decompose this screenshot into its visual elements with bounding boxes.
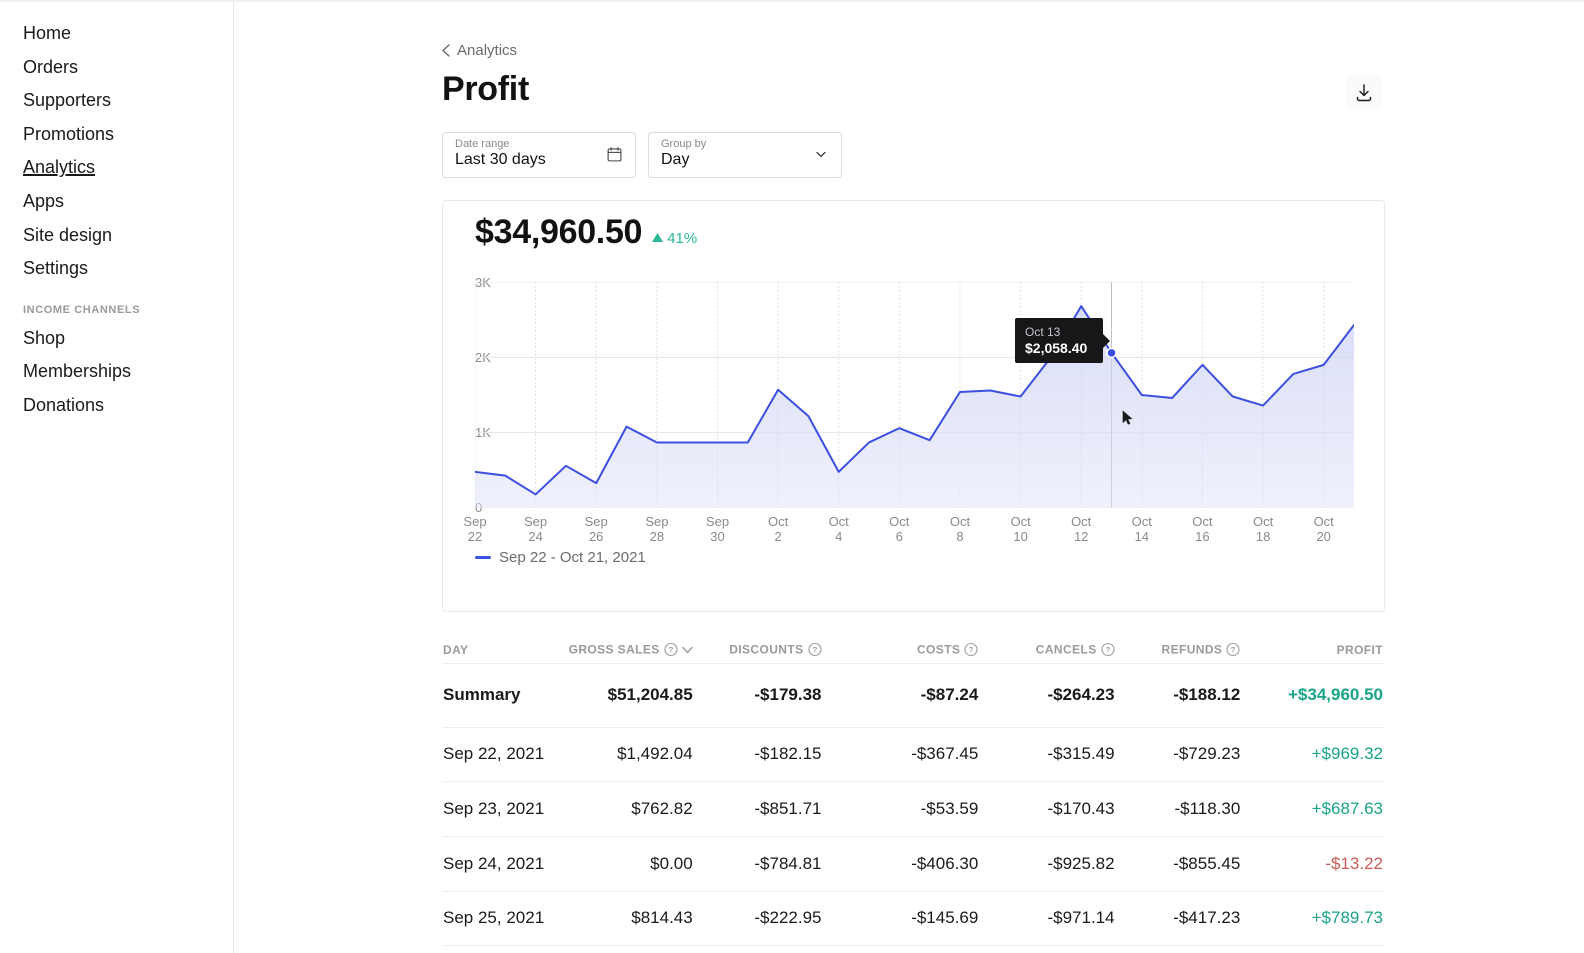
svg-text:?: ? bbox=[812, 645, 817, 654]
svg-text:?: ? bbox=[1231, 645, 1236, 654]
svg-text:?: ? bbox=[969, 645, 974, 654]
svg-text:?: ? bbox=[1105, 645, 1110, 654]
svg-text:?: ? bbox=[668, 645, 673, 654]
